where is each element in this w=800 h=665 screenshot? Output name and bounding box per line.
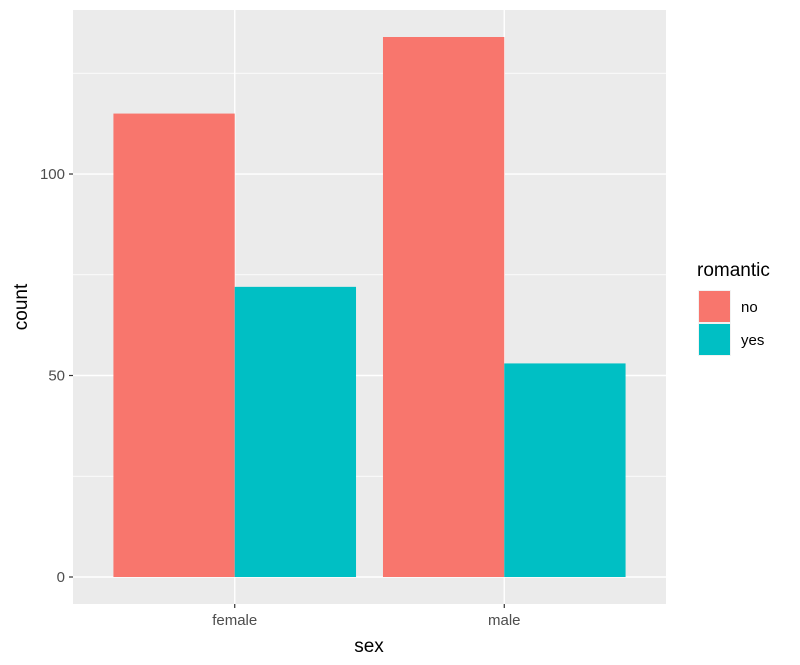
y-axis: 0 50 100 [40, 166, 73, 586]
x-axis: female male [212, 604, 521, 629]
bar-female-no [113, 113, 235, 577]
bar-male-no [382, 37, 505, 577]
legend-label-yes: yes [741, 332, 764, 349]
legend-label-no: no [741, 299, 758, 316]
legend-title: romantic [697, 260, 770, 281]
bars [113, 37, 626, 577]
x-tick-label: male [488, 612, 521, 629]
legend: romantic no yes [697, 260, 770, 356]
legend-keys: no yes [698, 290, 764, 356]
bar-male-yes [504, 363, 626, 577]
y-axis-title: count [11, 283, 32, 330]
x-axis-title: sex [354, 636, 384, 657]
y-tick-label: 100 [40, 166, 65, 183]
y-tick-label: 50 [48, 368, 65, 385]
y-tick-label: 0 [57, 569, 65, 586]
legend-swatch-no [699, 291, 730, 322]
bar-female-yes [234, 286, 357, 577]
x-tick-label: female [212, 612, 257, 629]
legend-swatch-yes [699, 324, 730, 355]
